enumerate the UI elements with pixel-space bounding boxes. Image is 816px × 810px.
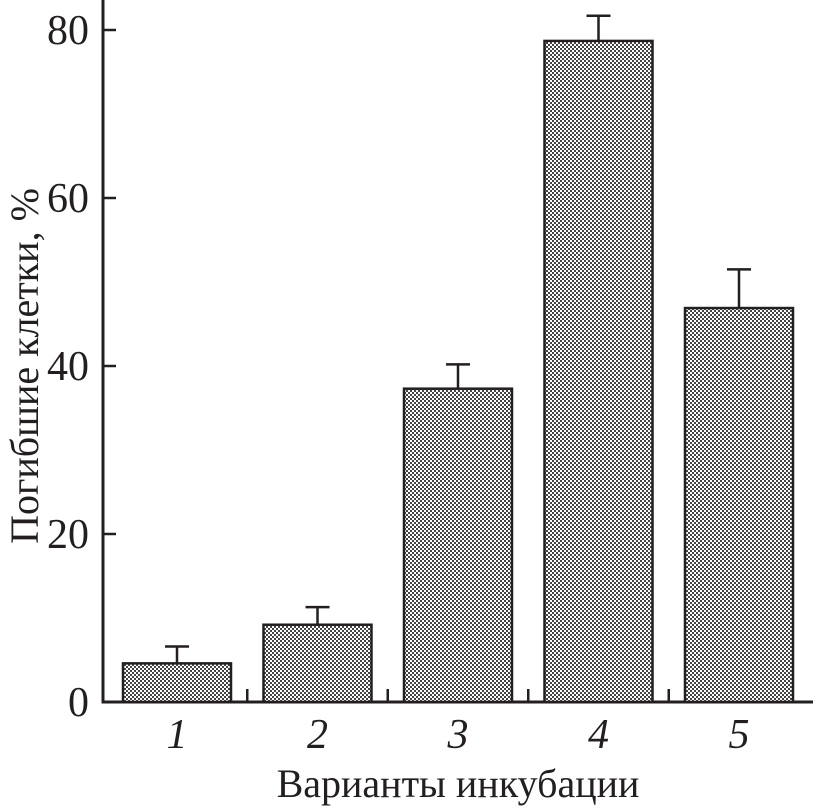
x-tick-label: 1 — [167, 712, 188, 758]
bar-5 — [683, 306, 795, 704]
y-tick-label: 40 — [47, 344, 89, 390]
x-tick-label: 2 — [307, 712, 328, 758]
bar-1 — [121, 662, 233, 704]
bar-4 — [543, 39, 654, 704]
y-tick-label: 60 — [47, 176, 89, 222]
bar-3 — [402, 387, 514, 704]
x-axis-label: Варианты инкубации — [277, 761, 640, 806]
bars: 1 2 3 4 5 — [121, 14, 795, 758]
bar-2 — [262, 623, 373, 704]
x-tick-label: 4 — [588, 712, 609, 758]
x-tick-label: 3 — [447, 712, 469, 758]
y-tick-label: 20 — [47, 512, 89, 558]
x-tick-label: 5 — [729, 712, 750, 758]
y-axis-label: Погибшие клетки, % — [2, 188, 47, 544]
y-tick-label: 0 — [68, 680, 89, 726]
y-tick-label: 80 — [47, 8, 89, 54]
